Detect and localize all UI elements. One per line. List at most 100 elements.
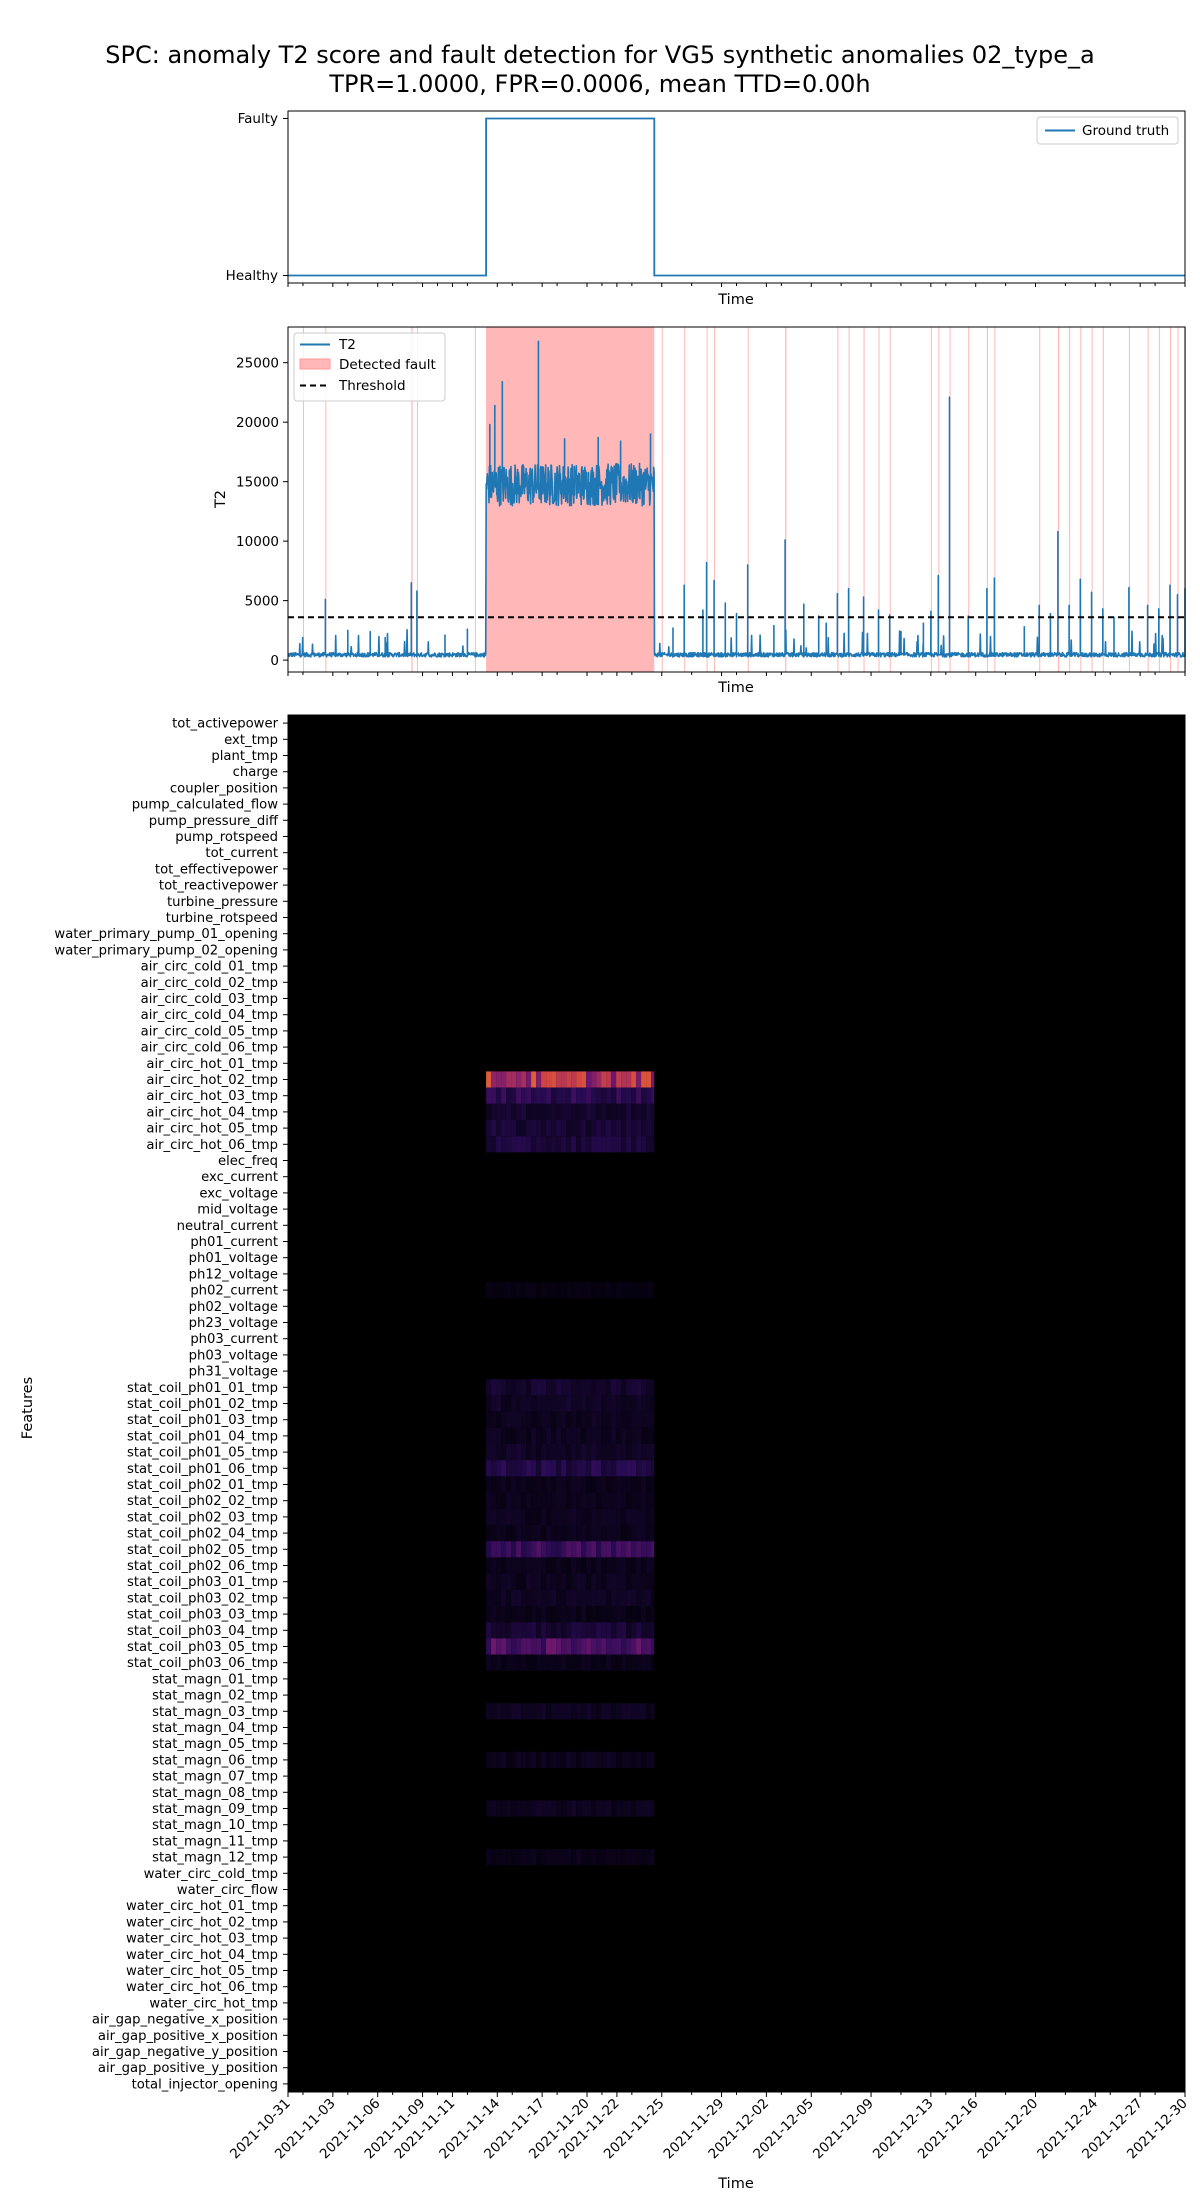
heatmap-cell: [546, 1444, 552, 1461]
heatmap-cell: [506, 1849, 512, 1866]
heatmap-cell: [586, 1525, 592, 1542]
heatmap-cell: [591, 1622, 597, 1639]
heatmap-cell: [546, 1120, 552, 1137]
heatmap-cell: [596, 1849, 602, 1866]
heatmap-cell: [531, 1800, 537, 1817]
heatmap-cell: [551, 1703, 557, 1720]
detected-fault-span: [411, 327, 413, 672]
heatmap-cell: [581, 1589, 587, 1606]
heatmap-cell: [641, 1622, 647, 1639]
heatmap-cell: [526, 1573, 532, 1590]
heatmap-cell: [561, 1622, 567, 1639]
heatmap-cell: [571, 1087, 577, 1104]
heatmap-cell: [586, 1120, 592, 1137]
heatmap-cell: [551, 1541, 557, 1558]
heatmap-cell: [626, 1379, 632, 1396]
heatmap-cell: [521, 1541, 527, 1558]
heatmap-cell: [516, 1557, 522, 1574]
heatmap-cell: [571, 1103, 577, 1120]
heatmap-cell: [546, 1557, 552, 1574]
heatmap-cell: [536, 1606, 542, 1623]
heatmap-cell: [641, 1541, 647, 1558]
heatmap-cell: [606, 1120, 612, 1137]
heatmap-cell: [586, 1508, 592, 1525]
heatmap-feature-label: air_circ_cold_03_tmp: [141, 992, 278, 1007]
heatmap-cell: [606, 1703, 612, 1720]
heatmap-cell: [641, 1492, 647, 1509]
heatmap-cell: [616, 1087, 622, 1104]
heatmap-cell: [596, 1589, 602, 1606]
heatmap-cell: [646, 1379, 652, 1396]
heatmap-feature-label: stat_coil_ph01_06_tmp: [127, 1462, 278, 1477]
heatmap-cell: [601, 1508, 607, 1525]
detected-fault-span: [938, 327, 940, 672]
heatmap-cell: [561, 1087, 567, 1104]
heatmap-cell: [626, 1606, 632, 1623]
heatmap-cell: [561, 1849, 567, 1866]
heatmap-cell: [556, 1849, 562, 1866]
heatmap-cell: [596, 1606, 602, 1623]
heatmap-cell: [516, 1136, 522, 1153]
heatmap-cell: [511, 1541, 517, 1558]
heatmap-cell: [551, 1087, 557, 1104]
heatmap-cell: [616, 1638, 622, 1655]
heatmap-cell: [651, 1800, 655, 1817]
heatmap-cell: [506, 1071, 512, 1088]
heatmap-feature-label: stat_coil_ph02_04_tmp: [127, 1527, 278, 1542]
heatmap-cell: [641, 1136, 647, 1153]
heatmap-cell: [576, 1606, 582, 1623]
heatmap-x-ticks: 2021-10-312021-11-032021-11-062021-11-09…: [227, 2092, 1191, 2162]
heatmap-cell: [621, 1136, 627, 1153]
heatmap-cell: [546, 1071, 552, 1088]
heatmap-cell: [491, 1282, 497, 1299]
heatmap-cell: [646, 1557, 652, 1574]
heatmap-cell: [551, 1492, 557, 1509]
heatmap-cell: [516, 1444, 522, 1461]
heatmap-cell: [611, 1654, 617, 1671]
heatmap-cell: [646, 1751, 652, 1768]
heatmap-cell: [536, 1087, 542, 1104]
heatmap-cell: [511, 1638, 517, 1655]
detected-fault-span: [1091, 327, 1093, 672]
heatmap-cell: [491, 1573, 497, 1590]
heatmap-cell: [591, 1849, 597, 1866]
heatmap-cell: [556, 1525, 562, 1542]
heatmap-cell: [551, 1751, 557, 1768]
heatmap-cell: [521, 1476, 527, 1493]
heatmap-feature-label: air_circ_cold_05_tmp: [141, 1024, 278, 1039]
heatmap-cell: [496, 1751, 502, 1768]
heatmap-cell: [541, 1282, 547, 1299]
heatmap-cell: [541, 1622, 547, 1639]
heatmap-cell: [566, 1849, 572, 1866]
heatmap-cell: [556, 1136, 562, 1153]
heatmap-cell: [641, 1476, 647, 1493]
heatmap-cell: [521, 1654, 527, 1671]
heatmap-cell: [576, 1492, 582, 1509]
heatmap-cell: [611, 1751, 617, 1768]
heatmap-cell: [566, 1751, 572, 1768]
heatmap-cell: [646, 1492, 652, 1509]
heatmap-cell: [601, 1120, 607, 1137]
heatmap-cell: [631, 1589, 637, 1606]
heatmap-cell: [496, 1508, 502, 1525]
heatmap-cell: [526, 1136, 532, 1153]
heatmap-cell: [621, 1460, 627, 1477]
heatmap-cell: [616, 1444, 622, 1461]
heatmap-cell: [541, 1573, 547, 1590]
heatmap-cell: [611, 1395, 617, 1412]
heatmap-feature-label: ph03_voltage: [189, 1348, 278, 1363]
heatmap-cell: [616, 1120, 622, 1137]
heatmap-cell: [506, 1557, 512, 1574]
heatmap-cell: [521, 1444, 527, 1461]
heatmap-cell: [626, 1849, 632, 1866]
heatmap-cell: [636, 1541, 642, 1558]
heatmap-cell: [511, 1395, 517, 1412]
heatmap-cell: [581, 1379, 587, 1396]
ground-truth-ytick-faulty: Faulty: [238, 111, 278, 127]
heatmap-cell: [611, 1541, 617, 1558]
heatmap-cell: [491, 1395, 497, 1412]
heatmap-feature-label: pump_pressure_diff: [149, 814, 279, 829]
heatmap-cell: [636, 1751, 642, 1768]
heatmap-cell: [501, 1379, 507, 1396]
heatmap-cell: [556, 1654, 562, 1671]
